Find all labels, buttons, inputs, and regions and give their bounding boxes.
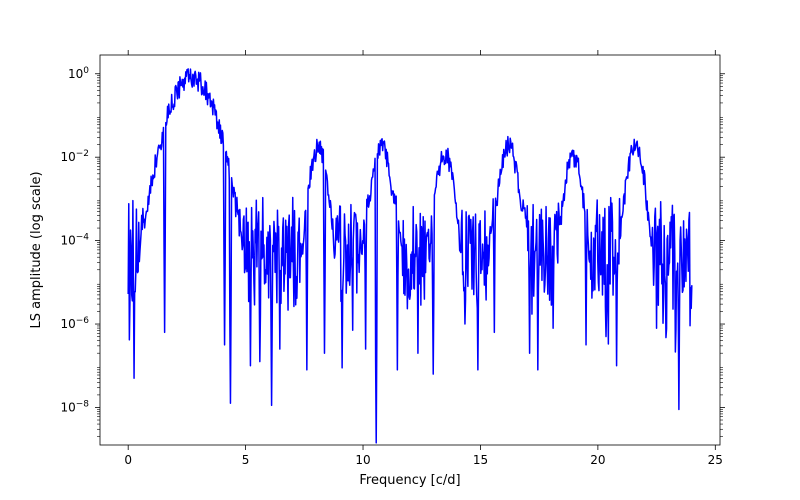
ytick-label: 100 [68, 66, 89, 81]
series-line [128, 69, 692, 443]
xtick-label: 0 [124, 453, 132, 467]
periodogram-chart: 0 5 10 15 20 25 Frequency [c/d] 10−8 10−6 10−4 10−… [0, 0, 800, 500]
y-axis-label: LS amplitude (log scale) [29, 171, 44, 328]
xtick-label: 5 [242, 453, 250, 467]
xtick-label: 20 [590, 453, 605, 467]
ytick-label: 10−2 [60, 149, 89, 164]
ytick-label: 10−6 [60, 316, 89, 331]
ytick-label: 10−8 [60, 399, 89, 414]
xtick-label: 25 [708, 453, 723, 467]
chart-container: 0 5 10 15 20 25 Frequency [c/d] 10−8 10−6 10−4 10−… [0, 0, 800, 500]
xtick-label: 10 [355, 453, 370, 467]
axes-frame [100, 55, 720, 445]
xtick-label: 15 [473, 453, 488, 467]
x-axis-label: Frequency [c/d] [359, 473, 460, 488]
ytick-label: 10−4 [60, 233, 89, 248]
